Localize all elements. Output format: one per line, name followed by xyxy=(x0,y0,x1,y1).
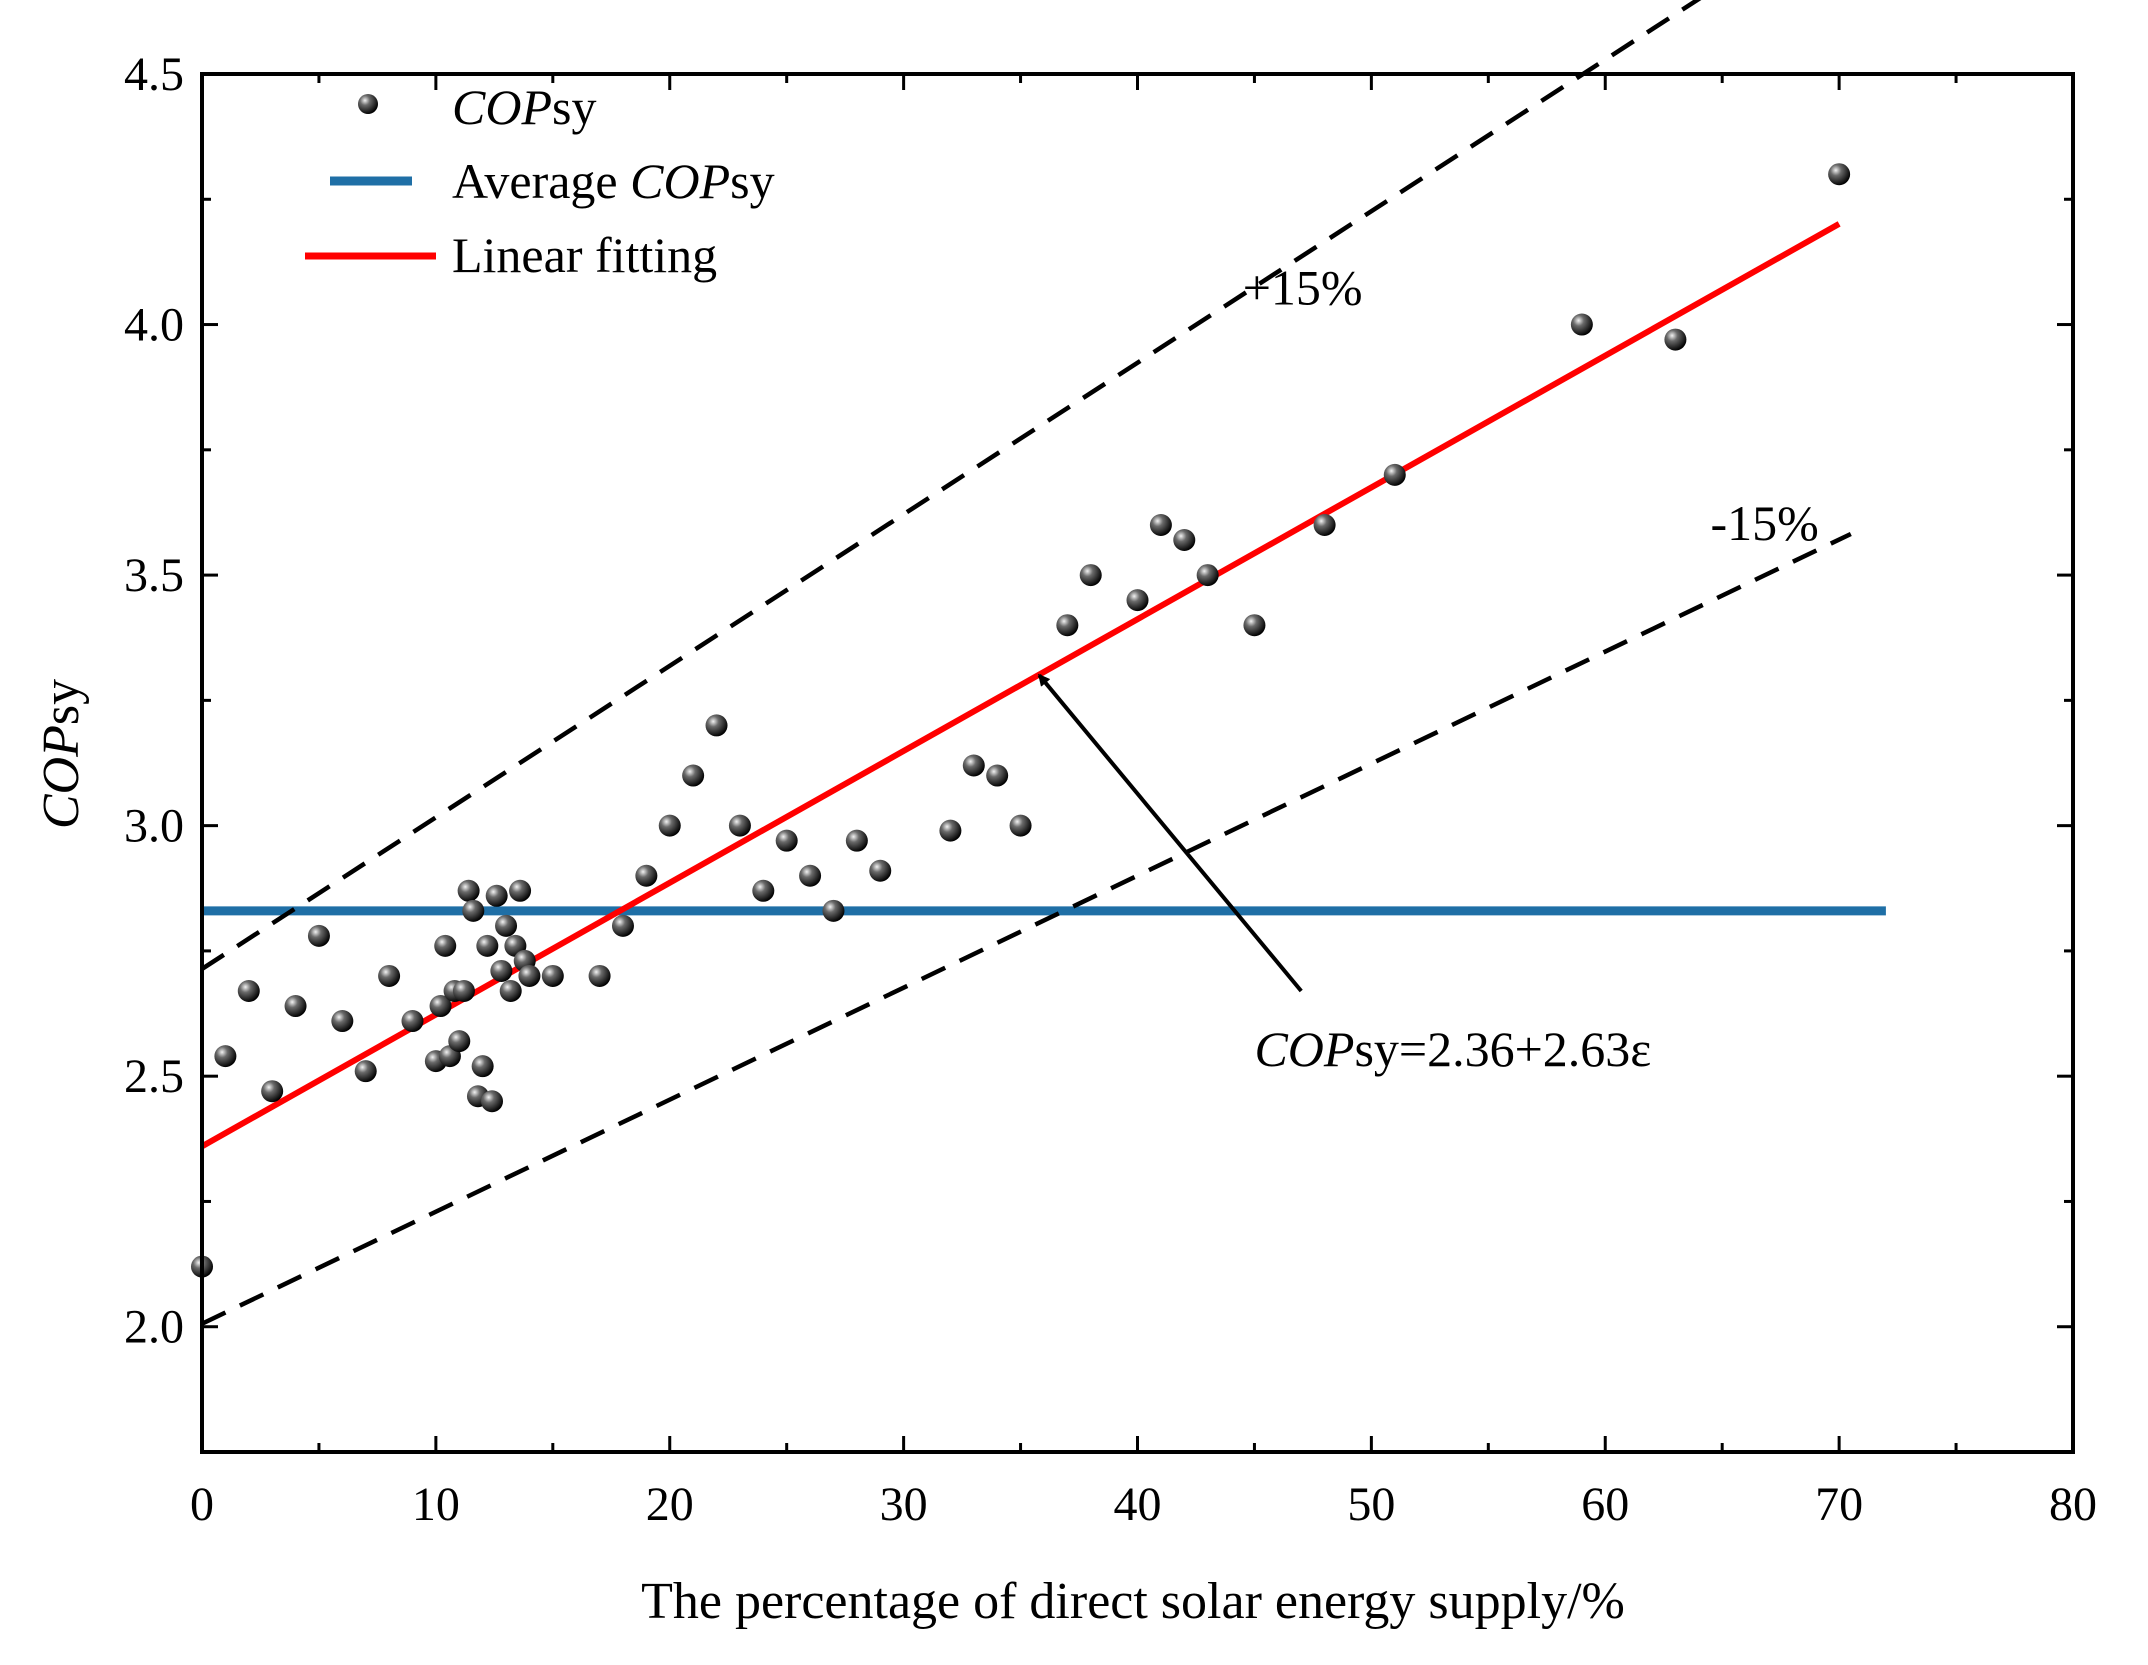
y-tick-label: 3.5 xyxy=(124,549,184,602)
data-point xyxy=(845,829,868,852)
data-point xyxy=(1313,513,1336,536)
annotation-plus-15: +15% xyxy=(1243,260,1363,316)
data-point xyxy=(705,714,728,737)
series-line-15 xyxy=(201,531,1852,1326)
data-point xyxy=(822,899,845,922)
data-point xyxy=(378,964,401,987)
x-tick-label: 50 xyxy=(1347,1478,1395,1531)
data-point xyxy=(237,979,260,1002)
data-point xyxy=(354,1060,377,1083)
data-point xyxy=(457,879,480,902)
data-point xyxy=(799,864,822,887)
data-point xyxy=(1056,614,1079,637)
data-point xyxy=(1149,513,1172,536)
legend-label-average: Average COPsy xyxy=(452,153,775,209)
y-axis-title: COPsy xyxy=(33,679,90,829)
data-point xyxy=(495,914,518,937)
data-point xyxy=(1126,589,1149,612)
data-point xyxy=(261,1080,284,1103)
data-point xyxy=(481,1090,504,1113)
data-point xyxy=(401,1010,424,1033)
data-point xyxy=(1196,564,1219,587)
data-point xyxy=(635,864,658,887)
data-point xyxy=(509,879,532,902)
x-tick-label: 70 xyxy=(1815,1478,1863,1531)
data-point xyxy=(1664,328,1687,351)
data-point xyxy=(869,859,892,882)
data-point xyxy=(1828,163,1851,186)
legend-marker-copsy xyxy=(358,94,378,114)
data-point xyxy=(962,754,985,777)
data-point xyxy=(775,829,798,852)
data-point xyxy=(485,884,508,907)
data-point xyxy=(1383,463,1406,486)
data-point xyxy=(307,924,330,947)
series-line-linear-fitting xyxy=(200,221,1841,1149)
series-line-15 xyxy=(200,0,1702,971)
x-tick-label: 10 xyxy=(412,1478,460,1531)
data-point xyxy=(490,959,513,982)
data-point xyxy=(434,934,457,957)
data-point xyxy=(476,934,499,957)
data-point xyxy=(499,979,522,1002)
data-point xyxy=(658,814,681,837)
annotation-fit-equation: COPsy=2.36+2.63ε xyxy=(1254,1021,1651,1077)
y-tick-label: 4.5 xyxy=(124,48,184,101)
data-point xyxy=(471,1055,494,1078)
y-tick-label: 2.5 xyxy=(124,1050,184,1103)
data-point xyxy=(452,979,475,1002)
data-point xyxy=(611,914,634,937)
data-point xyxy=(331,1010,354,1033)
annotation-minus-15: -15% xyxy=(1710,495,1818,551)
y-axis-ticks: 2.0 2.5 3.0 3.5 4.0 4.5 xyxy=(124,48,2073,1454)
y-tick-label: 3.0 xyxy=(124,800,184,853)
y-tick-label: 2.0 xyxy=(124,1301,184,1354)
x-axis-ticks: 0 10 20 30 40 50 60 70 80 xyxy=(190,74,2097,1531)
x-tick-label: 40 xyxy=(1114,1478,1162,1531)
x-tick-label: 0 xyxy=(190,1478,214,1531)
legend-label-copsy: COPsy xyxy=(452,79,596,135)
data-point xyxy=(1570,313,1593,336)
data-point xyxy=(462,899,485,922)
data-points xyxy=(191,163,1851,1278)
x-axis-title: The percentage of direct solar energy su… xyxy=(641,1573,1625,1630)
data-point xyxy=(541,964,564,987)
data-point xyxy=(429,995,452,1018)
x-tick-label: 80 xyxy=(2049,1478,2097,1531)
annotations: +15% -15% COPsy=2.36+2.63ε xyxy=(1037,260,1819,1077)
x-tick-label: 30 xyxy=(880,1478,928,1531)
data-point xyxy=(728,814,751,837)
data-point xyxy=(284,995,307,1018)
x-tick-label: 60 xyxy=(1581,1478,1629,1531)
data-point xyxy=(214,1045,237,1068)
x-tick-label: 20 xyxy=(646,1478,694,1531)
data-point xyxy=(1243,614,1266,637)
data-point xyxy=(1009,814,1032,837)
data-point xyxy=(518,964,541,987)
annotation-arrow xyxy=(1037,673,1303,993)
legend: COPsy Average COPsy Linear fitting xyxy=(305,79,775,283)
data-point xyxy=(752,879,775,902)
legend-label-linear-fit: Linear fitting xyxy=(452,227,717,283)
data-point xyxy=(1173,529,1196,552)
data-point xyxy=(939,819,962,842)
y-tick-label: 4.0 xyxy=(124,299,184,352)
data-point xyxy=(588,964,611,987)
data-point xyxy=(682,764,705,787)
data-point xyxy=(986,764,1009,787)
data-point xyxy=(448,1030,471,1053)
data-point xyxy=(1079,564,1102,587)
